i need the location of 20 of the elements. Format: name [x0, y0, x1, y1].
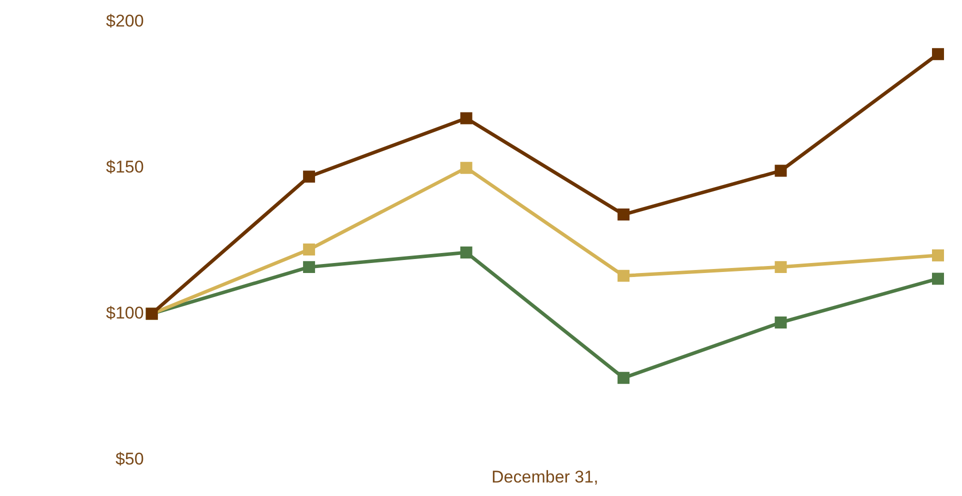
point — [618, 372, 630, 384]
x-axis-title: December 31, — [492, 467, 598, 486]
y-tick-label: $200 — [106, 12, 144, 31]
point — [932, 272, 944, 285]
point — [774, 164, 787, 177]
point — [618, 208, 630, 221]
point — [460, 162, 472, 174]
point — [932, 249, 944, 262]
y-tick-label: $100 — [106, 303, 144, 322]
point — [932, 48, 944, 60]
point — [618, 270, 630, 282]
y-tick-label: $50 — [115, 449, 144, 468]
point — [303, 244, 316, 256]
point — [460, 246, 472, 258]
point — [303, 170, 316, 183]
point — [774, 261, 787, 274]
point — [774, 316, 787, 328]
y-tick-label: $150 — [106, 158, 144, 177]
point — [460, 112, 472, 124]
point — [303, 261, 316, 274]
